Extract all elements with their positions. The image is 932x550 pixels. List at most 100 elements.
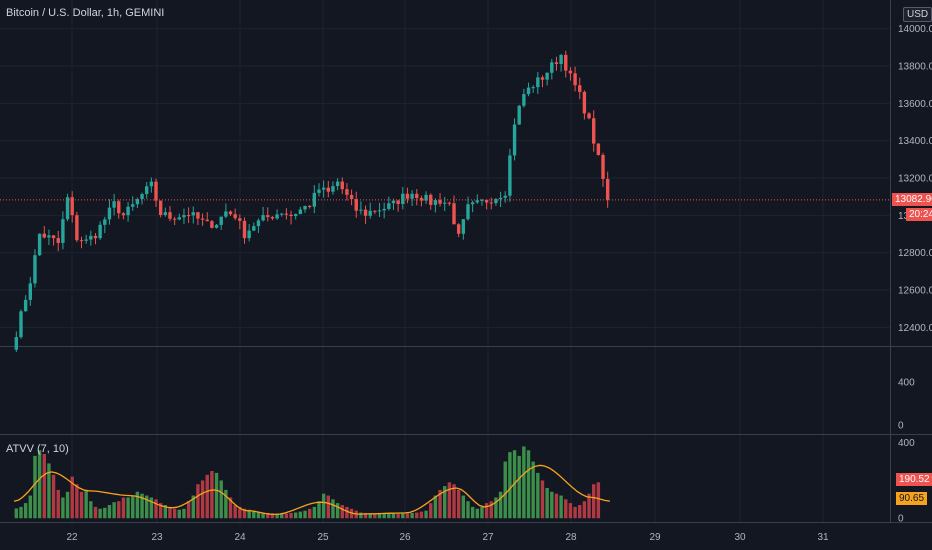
candle-body	[224, 211, 228, 217]
volume-bar	[456, 489, 461, 519]
candle-body	[275, 214, 279, 219]
volume-bar	[191, 495, 195, 519]
volume-bar	[480, 506, 484, 519]
countdown-tag: 20:24	[906, 207, 932, 221]
volume-bar	[433, 495, 438, 519]
volume-bar	[363, 512, 368, 519]
candle-body	[79, 240, 84, 242]
volume-bar	[526, 450, 531, 519]
volume-bar	[107, 505, 112, 519]
candle-body	[415, 193, 419, 199]
candle-body	[554, 62, 559, 64]
volume-bar	[466, 501, 470, 519]
volume-bar	[84, 489, 88, 519]
candle-body	[103, 219, 107, 225]
indicator-title[interactable]: ATVV (7, 10)	[6, 443, 69, 455]
candle-body	[312, 192, 317, 207]
candle-body	[573, 73, 577, 86]
candle-body	[443, 202, 447, 204]
price-tick-label: 13200.00	[898, 174, 932, 185]
candle-body	[503, 195, 507, 198]
volume-bar	[550, 491, 554, 519]
candle-body	[331, 186, 335, 192]
candle-body	[228, 211, 233, 215]
candle-body	[475, 200, 479, 203]
candle-body	[447, 202, 452, 204]
candle-body	[582, 91, 587, 114]
volume-bar	[61, 497, 65, 519]
volume-bar	[578, 505, 582, 519]
volume-bar	[228, 497, 233, 519]
volume-tick-label: 400	[898, 378, 915, 389]
candle-body	[540, 77, 545, 80]
volume-bar	[47, 463, 51, 519]
candle-body	[359, 209, 363, 211]
candle-body	[526, 87, 531, 95]
candle-body	[182, 215, 186, 218]
candle-body	[470, 202, 475, 205]
candle-body	[37, 233, 42, 256]
candle-body	[177, 217, 181, 220]
candle-body	[145, 186, 149, 195]
candle-body	[70, 197, 74, 216]
candle-body	[354, 199, 358, 211]
candle-body	[452, 203, 456, 225]
indicator-tick-label: 400	[898, 438, 915, 449]
price-tick-label: 13400.00	[898, 136, 932, 147]
candle-body	[605, 178, 610, 200]
candle-body	[568, 70, 573, 74]
volume-bar	[177, 509, 181, 519]
candle-body	[531, 87, 535, 89]
candle-body	[559, 54, 563, 64]
symbol-title[interactable]: Bitcoin / U.S. Dollar, 1h, GEMINI	[6, 7, 165, 19]
volume-bar	[401, 513, 405, 519]
candle-body	[14, 337, 19, 350]
candle-body	[601, 154, 605, 179]
date-tick-label: 28	[565, 532, 577, 543]
volume-bar	[531, 461, 535, 519]
volume-bar	[219, 480, 223, 519]
volume-bar	[307, 508, 312, 519]
date-tick-label: 30	[734, 532, 746, 543]
candle-body	[405, 193, 410, 199]
candle-body	[456, 224, 461, 234]
volume-bar	[587, 493, 591, 519]
volume-bar	[298, 511, 303, 519]
volume-bar	[545, 488, 549, 519]
candle-body	[545, 72, 549, 80]
volume-bar	[452, 484, 456, 519]
candle-body	[196, 212, 200, 219]
volume-bar	[270, 513, 275, 519]
candle-body	[191, 212, 195, 216]
candle-body	[210, 221, 214, 228]
volume-bar	[256, 511, 261, 519]
volume-bar	[387, 513, 391, 519]
candle-body	[158, 200, 163, 216]
candle-body	[135, 199, 140, 205]
volume-bar	[210, 471, 214, 519]
candle-body	[28, 283, 32, 300]
candle-body	[42, 233, 46, 238]
candle-body	[121, 213, 126, 216]
currency-button[interactable]: USD	[903, 7, 932, 22]
candle-body	[596, 143, 601, 155]
volume-bar	[51, 474, 56, 519]
volume-bar	[559, 495, 563, 519]
volume-bar	[303, 510, 307, 519]
volume-bar	[98, 508, 102, 519]
volume-bar	[65, 491, 70, 519]
price-tick-label: 13600.00	[898, 99, 932, 110]
volume-bar	[508, 452, 512, 519]
volume-bar	[163, 505, 168, 519]
volume-bar	[484, 503, 489, 519]
candle-body	[200, 218, 205, 220]
volume-bar	[503, 461, 507, 519]
volume-bar	[75, 484, 79, 519]
candle-body	[233, 214, 237, 219]
volume-bar	[373, 513, 377, 519]
candle-body	[131, 204, 135, 207]
candle-body	[592, 118, 596, 144]
candle-body	[112, 201, 116, 208]
candle-body	[438, 200, 442, 204]
price-tick-label: 12800.00	[898, 248, 932, 259]
